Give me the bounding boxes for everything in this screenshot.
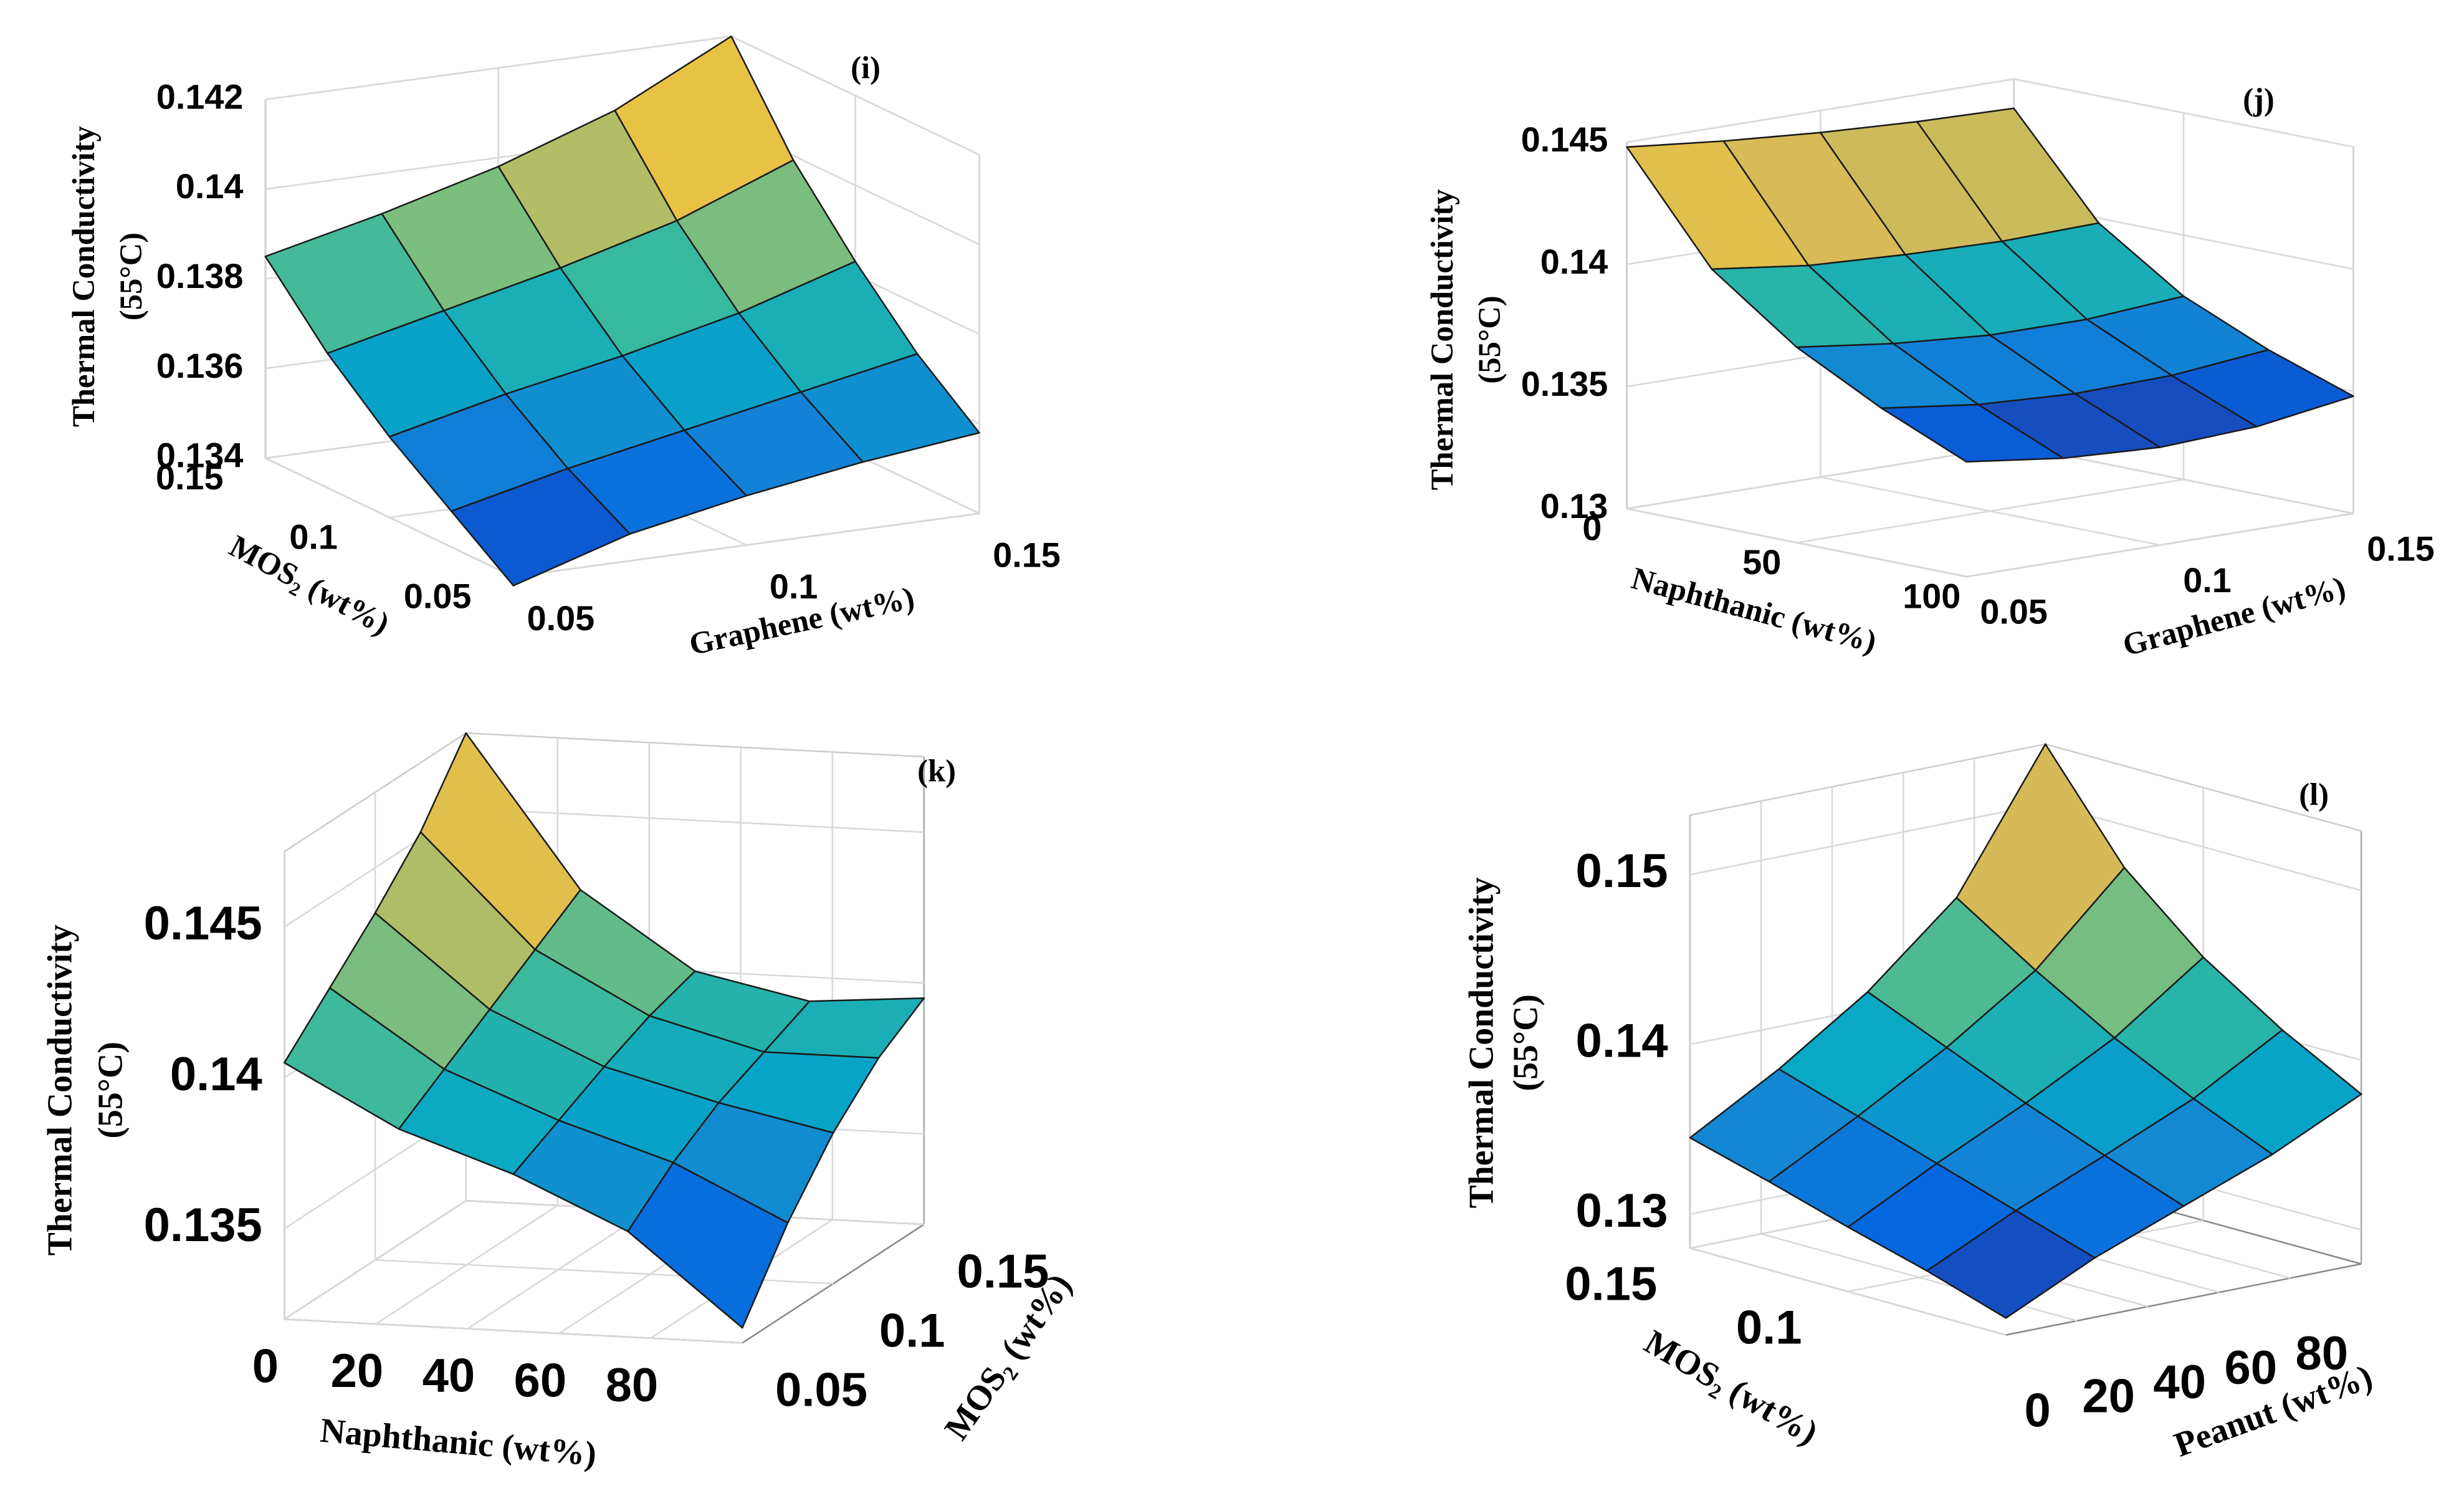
grid-line	[265, 36, 732, 100]
z-tick-label: 0.145	[144, 897, 262, 950]
panel-label: (i)	[851, 50, 881, 85]
z-tick-label: 0.13	[1540, 487, 1608, 525]
grid-line	[1689, 802, 2046, 876]
z-axis-label: (55°C)	[1506, 994, 1545, 1091]
grid-line	[466, 807, 924, 833]
x-tick-label: 40	[2153, 1356, 2206, 1409]
wall-edge	[1689, 743, 2046, 817]
x-tick-label: 0.1	[2183, 561, 2232, 600]
panel-label: (l)	[2299, 777, 2329, 812]
grid-line	[513, 512, 980, 578]
z-axis-label: (55°C)	[113, 233, 148, 320]
y-tick-label: 50	[1742, 543, 1781, 582]
z-tick-label: 0.134	[156, 436, 244, 475]
x-tick-label: 0	[252, 1340, 279, 1393]
x-tick-label: 0.15	[2367, 529, 2435, 568]
wall-edge	[466, 732, 924, 758]
surface-patch	[451, 468, 631, 587]
z-axis-label: Thermal Conductivity	[66, 126, 101, 427]
y-tick-label: 0.15	[1565, 1258, 1657, 1311]
x-tick-label: 20	[331, 1345, 384, 1398]
z-tick-label: 0.15	[1576, 845, 1668, 898]
z-tick-label: 0.136	[156, 347, 244, 385]
x-tick-label: 80	[2296, 1327, 2349, 1380]
x-tick-label: 20	[2082, 1370, 2135, 1423]
y-tick-label: 0.15	[156, 458, 224, 497]
grid-line	[1626, 444, 2014, 510]
panel-label: (j)	[2243, 82, 2275, 117]
x-tick-label: 0.1	[770, 567, 818, 606]
x-tick-label: 0.05	[527, 599, 595, 638]
grid-line	[731, 36, 980, 156]
panel-label: (k)	[917, 754, 956, 789]
x-tick-label: 0	[2024, 1384, 2050, 1437]
y-tick-label: 100	[1903, 577, 1960, 615]
z-tick-label: 0.14	[1576, 1015, 1668, 1068]
z-tick-label: 0.14	[170, 1048, 262, 1101]
grid-line	[1626, 78, 2014, 143]
y-tick-label: 0.1	[1736, 1301, 1802, 1354]
x-axis-label: Graphene (wt%)	[2119, 570, 2349, 663]
z-axis-label: Thermal Conductivity	[1462, 877, 1501, 1208]
z-axis-label: (55°C)	[1472, 295, 1507, 383]
y-tick-label: 0.05	[404, 577, 472, 615]
floor-edge	[2005, 1263, 2362, 1336]
z-tick-label: 0.135	[1521, 365, 1608, 403]
z-axis-label: Thermal Conductivity	[1425, 189, 1459, 490]
surface-patch	[1926, 1209, 2096, 1319]
y-tick-label: 0.05	[775, 1364, 867, 1417]
y-tick-label: 0	[1582, 509, 1602, 547]
x-tick-label: 60	[514, 1354, 567, 1407]
z-axis-label: (55°C)	[91, 1042, 130, 1138]
grid-line	[284, 1318, 743, 1344]
x-axis-label: Naphthanic (wt%)	[318, 1411, 598, 1474]
y-tick-label: 0.15	[957, 1245, 1049, 1298]
z-tick-label: 0.145	[1521, 120, 1608, 159]
grid-line	[1966, 512, 2354, 578]
x-tick-label: 40	[423, 1350, 475, 1403]
z-axis-label: Thermal Conductivity	[41, 924, 79, 1255]
x-tick-label: 0.15	[993, 535, 1061, 574]
z-tick-label: 0.14	[176, 167, 244, 206]
z-tick-label: 0.13	[1576, 1184, 1668, 1237]
grid-line	[1796, 478, 2184, 544]
z-tick-label: 0.138	[156, 257, 244, 295]
y-tick-label: 0.1	[879, 1304, 945, 1357]
y-tick-label: 0.1	[289, 517, 338, 556]
x-tick-label: 0.05	[1980, 593, 2048, 631]
surface-patch	[627, 1161, 789, 1329]
grid-line	[2013, 78, 2354, 148]
z-tick-label: 0.14	[1540, 242, 1608, 281]
grid-line	[265, 457, 514, 578]
z-tick-label: 0.142	[156, 77, 244, 116]
x-tick-label: 60	[2224, 1341, 2277, 1394]
grid-line	[2045, 802, 2362, 891]
z-tick-label: 0.135	[144, 1199, 262, 1252]
surface-patch	[1881, 403, 2065, 463]
x-tick-label: 80	[606, 1359, 659, 1412]
